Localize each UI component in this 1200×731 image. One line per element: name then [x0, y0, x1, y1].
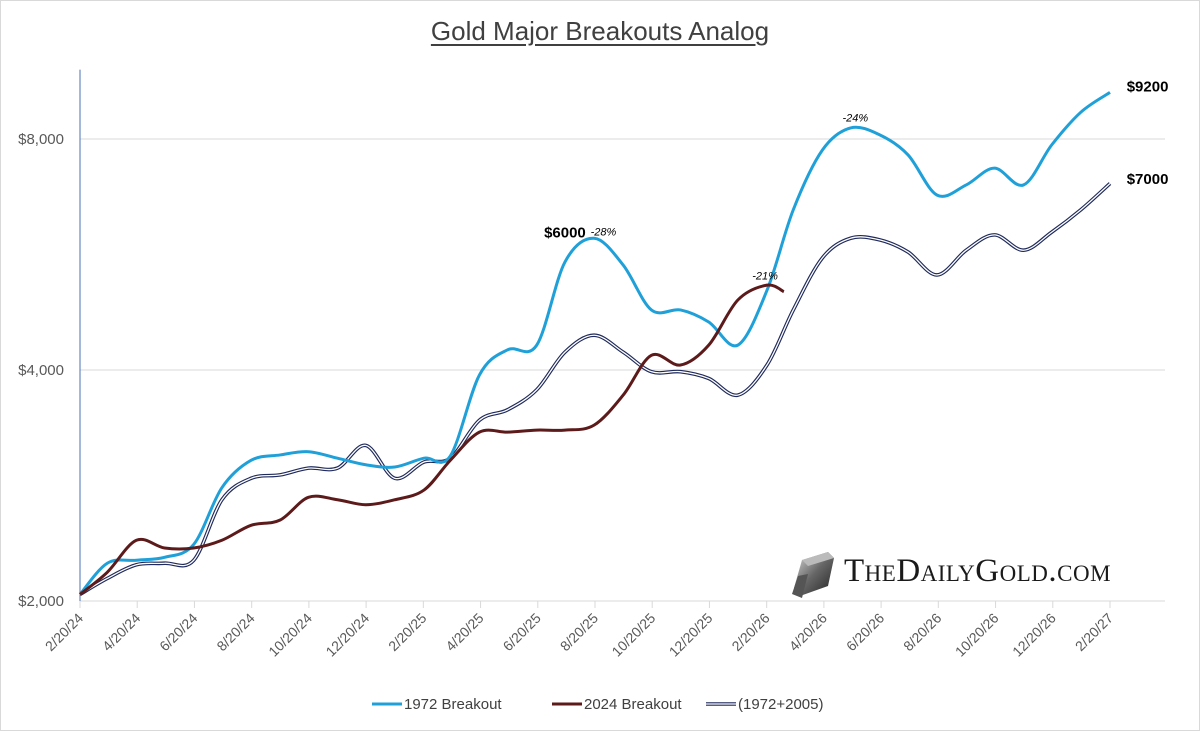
gold-bar-icon	[792, 552, 834, 598]
series-line-2024-breakout	[79, 283, 785, 596]
x-tick-label: 10/20/26	[952, 610, 1002, 660]
x-tick-label: 8/20/24	[213, 610, 257, 654]
series-line-1972-2005-inner	[79, 183, 1111, 595]
x-tick-label: 12/20/26	[1009, 610, 1059, 660]
x-tick-label: 4/20/25	[442, 610, 486, 654]
watermark-text: TheDailyGold.com	[844, 552, 1112, 589]
legend-label: 1972 Breakout	[404, 696, 502, 713]
x-tick-label: 4/20/26	[786, 610, 830, 654]
x-tick-label: 8/20/25	[557, 610, 601, 654]
x-tick-label: 6/20/25	[500, 610, 544, 654]
annotation-label: -24%	[842, 113, 868, 125]
legend-item: 1972 Breakout	[372, 696, 502, 713]
x-tick-label: 6/20/26	[843, 610, 887, 654]
x-tick-label: 4/20/24	[99, 610, 143, 654]
annotation-label: -28%	[591, 226, 617, 238]
chart-title: Gold Major Breakouts Analog	[430, 16, 770, 46]
y-tick-label: $4,000	[18, 362, 64, 379]
y-tick-label: $8,000	[18, 131, 64, 148]
legend-item: 2024 Breakout	[552, 696, 682, 713]
y-tick-label: $2,000	[18, 593, 64, 610]
x-tick-label: 10/20/25	[608, 610, 658, 660]
x-tick-label: 8/20/26	[900, 610, 944, 654]
x-tick-label: 6/20/24	[156, 610, 200, 654]
legend-label: (1972+2005)	[738, 696, 824, 713]
x-tick-label: 10/20/24	[265, 610, 315, 660]
x-tick-label: 12/20/24	[322, 610, 372, 660]
series-line-1972-breakout	[78, 91, 1111, 596]
legend-item: (1972+2005)	[706, 696, 824, 713]
legend-label: 2024 Breakout	[584, 696, 682, 713]
watermark-logo: TheDailyGold.com	[788, 540, 1111, 602]
x-tick-label: 2/20/26	[728, 610, 772, 654]
x-tick-label: 12/20/25	[666, 610, 716, 660]
annotation-label: -21%	[752, 270, 778, 282]
x-tick-label: 2/20/25	[385, 610, 429, 654]
annotation-label: $9200	[1127, 78, 1169, 95]
x-tick-label: 2/20/27	[1072, 610, 1116, 654]
x-tick-label: 2/20/24	[42, 610, 86, 654]
annotation-label: $6000	[544, 225, 586, 242]
annotation-label: $7000	[1127, 171, 1169, 188]
